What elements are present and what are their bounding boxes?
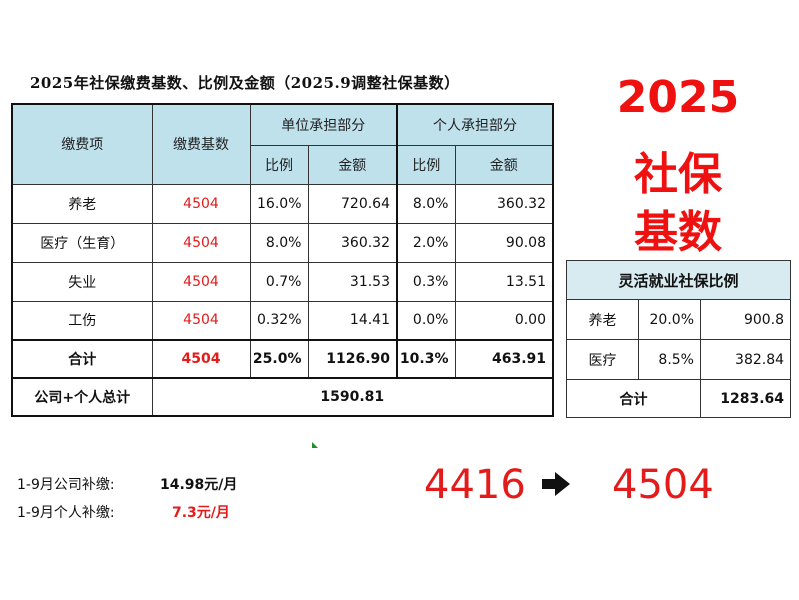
company-backpay-label: 1-9月公司补缴: xyxy=(17,477,115,493)
flex-row-amount: 382.84 xyxy=(699,339,792,380)
table-row: 失业 4504 0.7% 31.53 0.3% 13.51 xyxy=(11,261,554,302)
flex-row-ratio: 20.0% xyxy=(638,299,701,340)
grand-total-label: 公司+个人总计 xyxy=(11,377,153,417)
grand-total-value: 1590.81 xyxy=(151,377,554,417)
flex-row-amount: 900.8 xyxy=(699,299,792,340)
header-company-amount: 金额 xyxy=(307,144,398,185)
total-row: 合计 4504 25.0% 1126.90 10.3% 463.91 xyxy=(11,339,554,379)
table-row: 医疗（生育） 4504 8.0% 360.32 2.0% 90.08 xyxy=(11,222,554,263)
total-label: 合计 xyxy=(11,339,153,379)
green-corner-mark xyxy=(312,442,318,448)
table-row: 工伤 4504 0.32% 14.41 0.0% 0.00 xyxy=(11,300,554,341)
header-personal-ratio: 比例 xyxy=(396,144,456,185)
header-item: 缴费项 xyxy=(11,103,153,185)
row-personal-ratio: 0.3% xyxy=(396,261,456,302)
row-personal-amount: 360.32 xyxy=(454,183,554,224)
old-base-value: 4416 xyxy=(424,462,526,508)
table-row: 养老 4504 16.0% 720.64 8.0% 360.32 xyxy=(11,183,554,224)
main-table-title: 2025年社保缴费基数、比例及金额（2025.9调整社保基数） xyxy=(30,74,460,92)
row-company-ratio: 16.0% xyxy=(249,183,309,224)
row-personal-amount: 90.08 xyxy=(454,222,554,263)
flex-row-ratio: 8.5% xyxy=(638,339,701,380)
row-company-amount: 31.53 xyxy=(307,261,398,302)
flex-row-item: 医疗 xyxy=(566,339,639,380)
new-base-value: 4504 xyxy=(612,462,714,508)
row-personal-ratio: 8.0% xyxy=(396,183,456,224)
row-company-amount: 360.32 xyxy=(307,222,398,263)
flex-total-amount: 1283.64 xyxy=(699,379,792,418)
row-item: 失业 xyxy=(11,261,153,302)
flexible-employment-table: 灵活就业社保比例 养老 20.0% 900.8 医疗 8.5% 382.84 合… xyxy=(565,260,792,418)
row-item: 工伤 xyxy=(11,300,153,341)
header-personal-part: 个人承担部分 xyxy=(396,103,554,146)
header-company-ratio: 比例 xyxy=(249,144,309,185)
table-row: 养老 20.0% 900.8 xyxy=(566,299,792,340)
big-title-line2: 社保 xyxy=(634,149,722,200)
row-item: 养老 xyxy=(11,183,153,224)
header-personal-amount: 金额 xyxy=(454,144,554,185)
grand-total-row: 公司+个人总计 1590.81 xyxy=(11,377,554,417)
big-title-line3: 基数 xyxy=(634,207,722,258)
total-personal-ratio: 10.3% xyxy=(396,339,456,379)
table-row: 医疗 8.5% 382.84 xyxy=(566,339,792,380)
row-base: 4504 xyxy=(151,183,251,224)
header-company-part: 单位承担部分 xyxy=(249,103,398,146)
company-backpay-value: 14.98元/月 xyxy=(160,477,238,493)
row-personal-amount: 0.00 xyxy=(454,300,554,341)
big-title-year: 2025 xyxy=(616,72,740,123)
personal-backpay-value: 7.3元/月 xyxy=(172,505,230,521)
row-personal-ratio: 0.0% xyxy=(396,300,456,341)
row-base: 4504 xyxy=(151,222,251,263)
flex-table-title: 灵活就业社保比例 xyxy=(565,260,792,300)
row-base: 4504 xyxy=(151,300,251,341)
row-personal-ratio: 2.0% xyxy=(396,222,456,263)
row-item: 医疗（生育） xyxy=(11,222,153,263)
flex-total-label: 合计 xyxy=(566,379,701,418)
total-company-amount: 1126.90 xyxy=(307,339,398,379)
total-personal-amount: 463.91 xyxy=(454,339,554,379)
personal-backpay-label: 1-9月个人补缴: xyxy=(17,505,115,521)
header-base: 缴费基数 xyxy=(151,103,251,185)
row-company-ratio: 0.7% xyxy=(249,261,309,302)
row-company-amount: 14.41 xyxy=(307,300,398,341)
arrow-right-icon xyxy=(542,472,570,496)
row-company-amount: 720.64 xyxy=(307,183,398,224)
total-company-ratio: 25.0% xyxy=(249,339,309,379)
row-company-ratio: 0.32% xyxy=(249,300,309,341)
row-company-ratio: 8.0% xyxy=(249,222,309,263)
flex-row-item: 养老 xyxy=(566,299,639,340)
row-personal-amount: 13.51 xyxy=(454,261,554,302)
total-base: 4504 xyxy=(151,339,251,379)
row-base: 4504 xyxy=(151,261,251,302)
flex-total-row: 合计 1283.64 xyxy=(566,379,792,418)
main-contribution-table: 缴费项 缴费基数 单位承担部分 个人承担部分 比例 金额 比例 金额 养老 45… xyxy=(11,103,554,417)
